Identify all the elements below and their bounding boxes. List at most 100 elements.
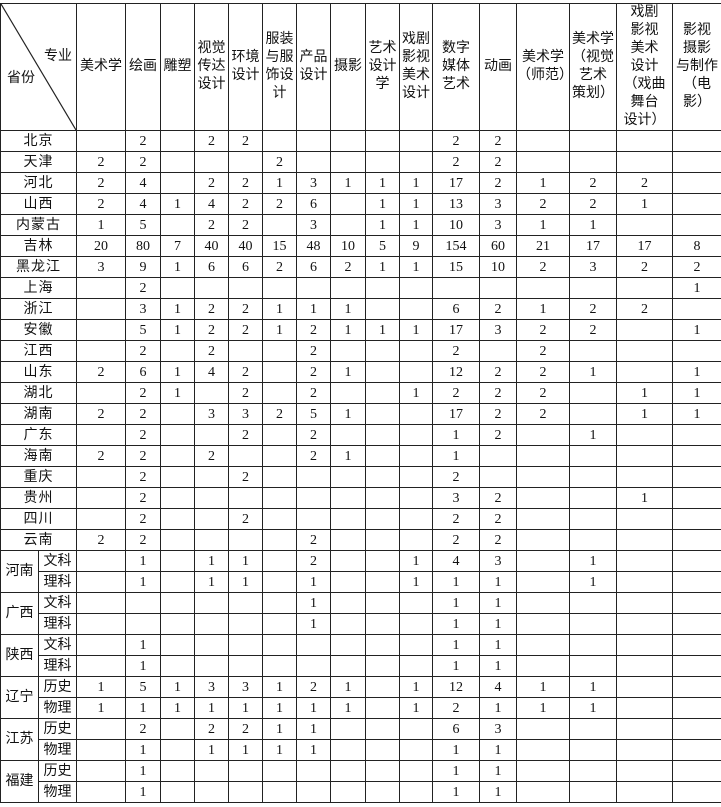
quota-cell <box>673 173 721 194</box>
quota-cell <box>331 551 366 572</box>
quota-cell: 1 <box>433 425 480 446</box>
quota-cell <box>480 446 517 467</box>
quota-cell: 1 <box>433 761 480 782</box>
quota-cell <box>517 488 570 509</box>
quota-cell <box>400 656 433 677</box>
quota-cell: 1 <box>673 404 721 425</box>
quota-cell: 1 <box>297 593 331 614</box>
province-cell: 浙江 <box>1 299 77 320</box>
column-header: 摄影 <box>331 4 366 131</box>
quota-cell <box>297 761 331 782</box>
column-header: 戏剧 影视 美术 设计 （戏曲 舞台 设计） <box>617 4 673 131</box>
quota-cell: 2 <box>297 320 331 341</box>
quota-cell <box>331 572 366 593</box>
admissions-plan-table: 专业 省份 美术学绘画雕塑视觉 传达 设计环境 设计服装 与服 饰设 计产品 设… <box>0 3 721 803</box>
quota-cell <box>77 761 126 782</box>
quota-cell: 1 <box>126 782 161 803</box>
quota-cell <box>161 278 195 299</box>
quota-cell: 3 <box>126 299 161 320</box>
quota-cell: 1 <box>331 173 366 194</box>
quota-cell <box>400 278 433 299</box>
quota-cell <box>400 635 433 656</box>
quota-cell <box>570 467 617 488</box>
quota-cell <box>480 341 517 362</box>
quota-cell: 4 <box>195 194 229 215</box>
quota-cell <box>331 488 366 509</box>
quota-cell <box>570 740 617 761</box>
quota-cell <box>570 509 617 530</box>
quota-cell: 17 <box>617 236 673 257</box>
quota-cell: 1 <box>161 383 195 404</box>
quota-cell <box>331 782 366 803</box>
quota-cell <box>195 488 229 509</box>
quota-cell <box>77 719 126 740</box>
quota-cell <box>673 656 721 677</box>
province-group-cell: 陕西 <box>1 635 39 677</box>
quota-cell <box>400 152 433 173</box>
quota-cell: 2 <box>229 320 263 341</box>
quota-cell: 1 <box>263 740 297 761</box>
quota-cell: 2 <box>517 362 570 383</box>
quota-cell: 2 <box>126 152 161 173</box>
quota-cell: 12 <box>433 677 480 698</box>
quota-cell <box>517 782 570 803</box>
quota-cell <box>195 467 229 488</box>
quota-cell: 2 <box>480 299 517 320</box>
quota-cell: 2 <box>480 509 517 530</box>
quota-cell <box>673 551 721 572</box>
quota-cell: 2 <box>433 383 480 404</box>
quota-cell: 2 <box>126 425 161 446</box>
quota-cell: 2 <box>570 194 617 215</box>
quota-cell: 1 <box>570 698 617 719</box>
quota-cell: 1 <box>433 614 480 635</box>
quota-cell: 2 <box>331 257 366 278</box>
column-header: 视觉 传达 设计 <box>195 4 229 131</box>
quota-cell <box>366 383 400 404</box>
quota-cell: 154 <box>433 236 480 257</box>
quota-cell <box>400 593 433 614</box>
quota-cell: 1 <box>126 572 161 593</box>
quota-cell: 2 <box>77 152 126 173</box>
quota-cell <box>617 551 673 572</box>
quota-cell <box>570 383 617 404</box>
quota-cell: 1 <box>161 698 195 719</box>
quota-cell <box>229 152 263 173</box>
quota-cell: 2 <box>517 320 570 341</box>
quota-cell: 2 <box>126 509 161 530</box>
quota-cell <box>77 656 126 677</box>
province-cell: 湖南 <box>1 404 77 425</box>
quota-cell <box>161 467 195 488</box>
quota-cell: 1 <box>433 740 480 761</box>
quota-cell <box>673 152 721 173</box>
quota-cell <box>161 509 195 530</box>
quota-cell <box>161 341 195 362</box>
quota-cell: 4 <box>195 362 229 383</box>
quota-cell <box>229 656 263 677</box>
subject-track-cell: 物理 <box>39 740 77 761</box>
quota-cell: 1 <box>229 551 263 572</box>
quota-cell: 21 <box>517 236 570 257</box>
quota-cell: 1 <box>400 677 433 698</box>
quota-cell <box>161 215 195 236</box>
quota-cell: 2 <box>570 320 617 341</box>
quota-cell <box>331 530 366 551</box>
quota-cell: 2 <box>297 383 331 404</box>
quota-cell <box>366 530 400 551</box>
province-cell: 山西 <box>1 194 77 215</box>
quota-cell <box>617 341 673 362</box>
quota-cell: 1 <box>480 740 517 761</box>
quota-cell <box>297 467 331 488</box>
quota-cell <box>517 740 570 761</box>
quota-cell <box>161 782 195 803</box>
quota-cell <box>161 635 195 656</box>
quota-cell <box>570 761 617 782</box>
quota-cell <box>331 467 366 488</box>
quota-cell <box>77 740 126 761</box>
quota-cell: 1 <box>673 320 721 341</box>
quota-cell <box>297 782 331 803</box>
